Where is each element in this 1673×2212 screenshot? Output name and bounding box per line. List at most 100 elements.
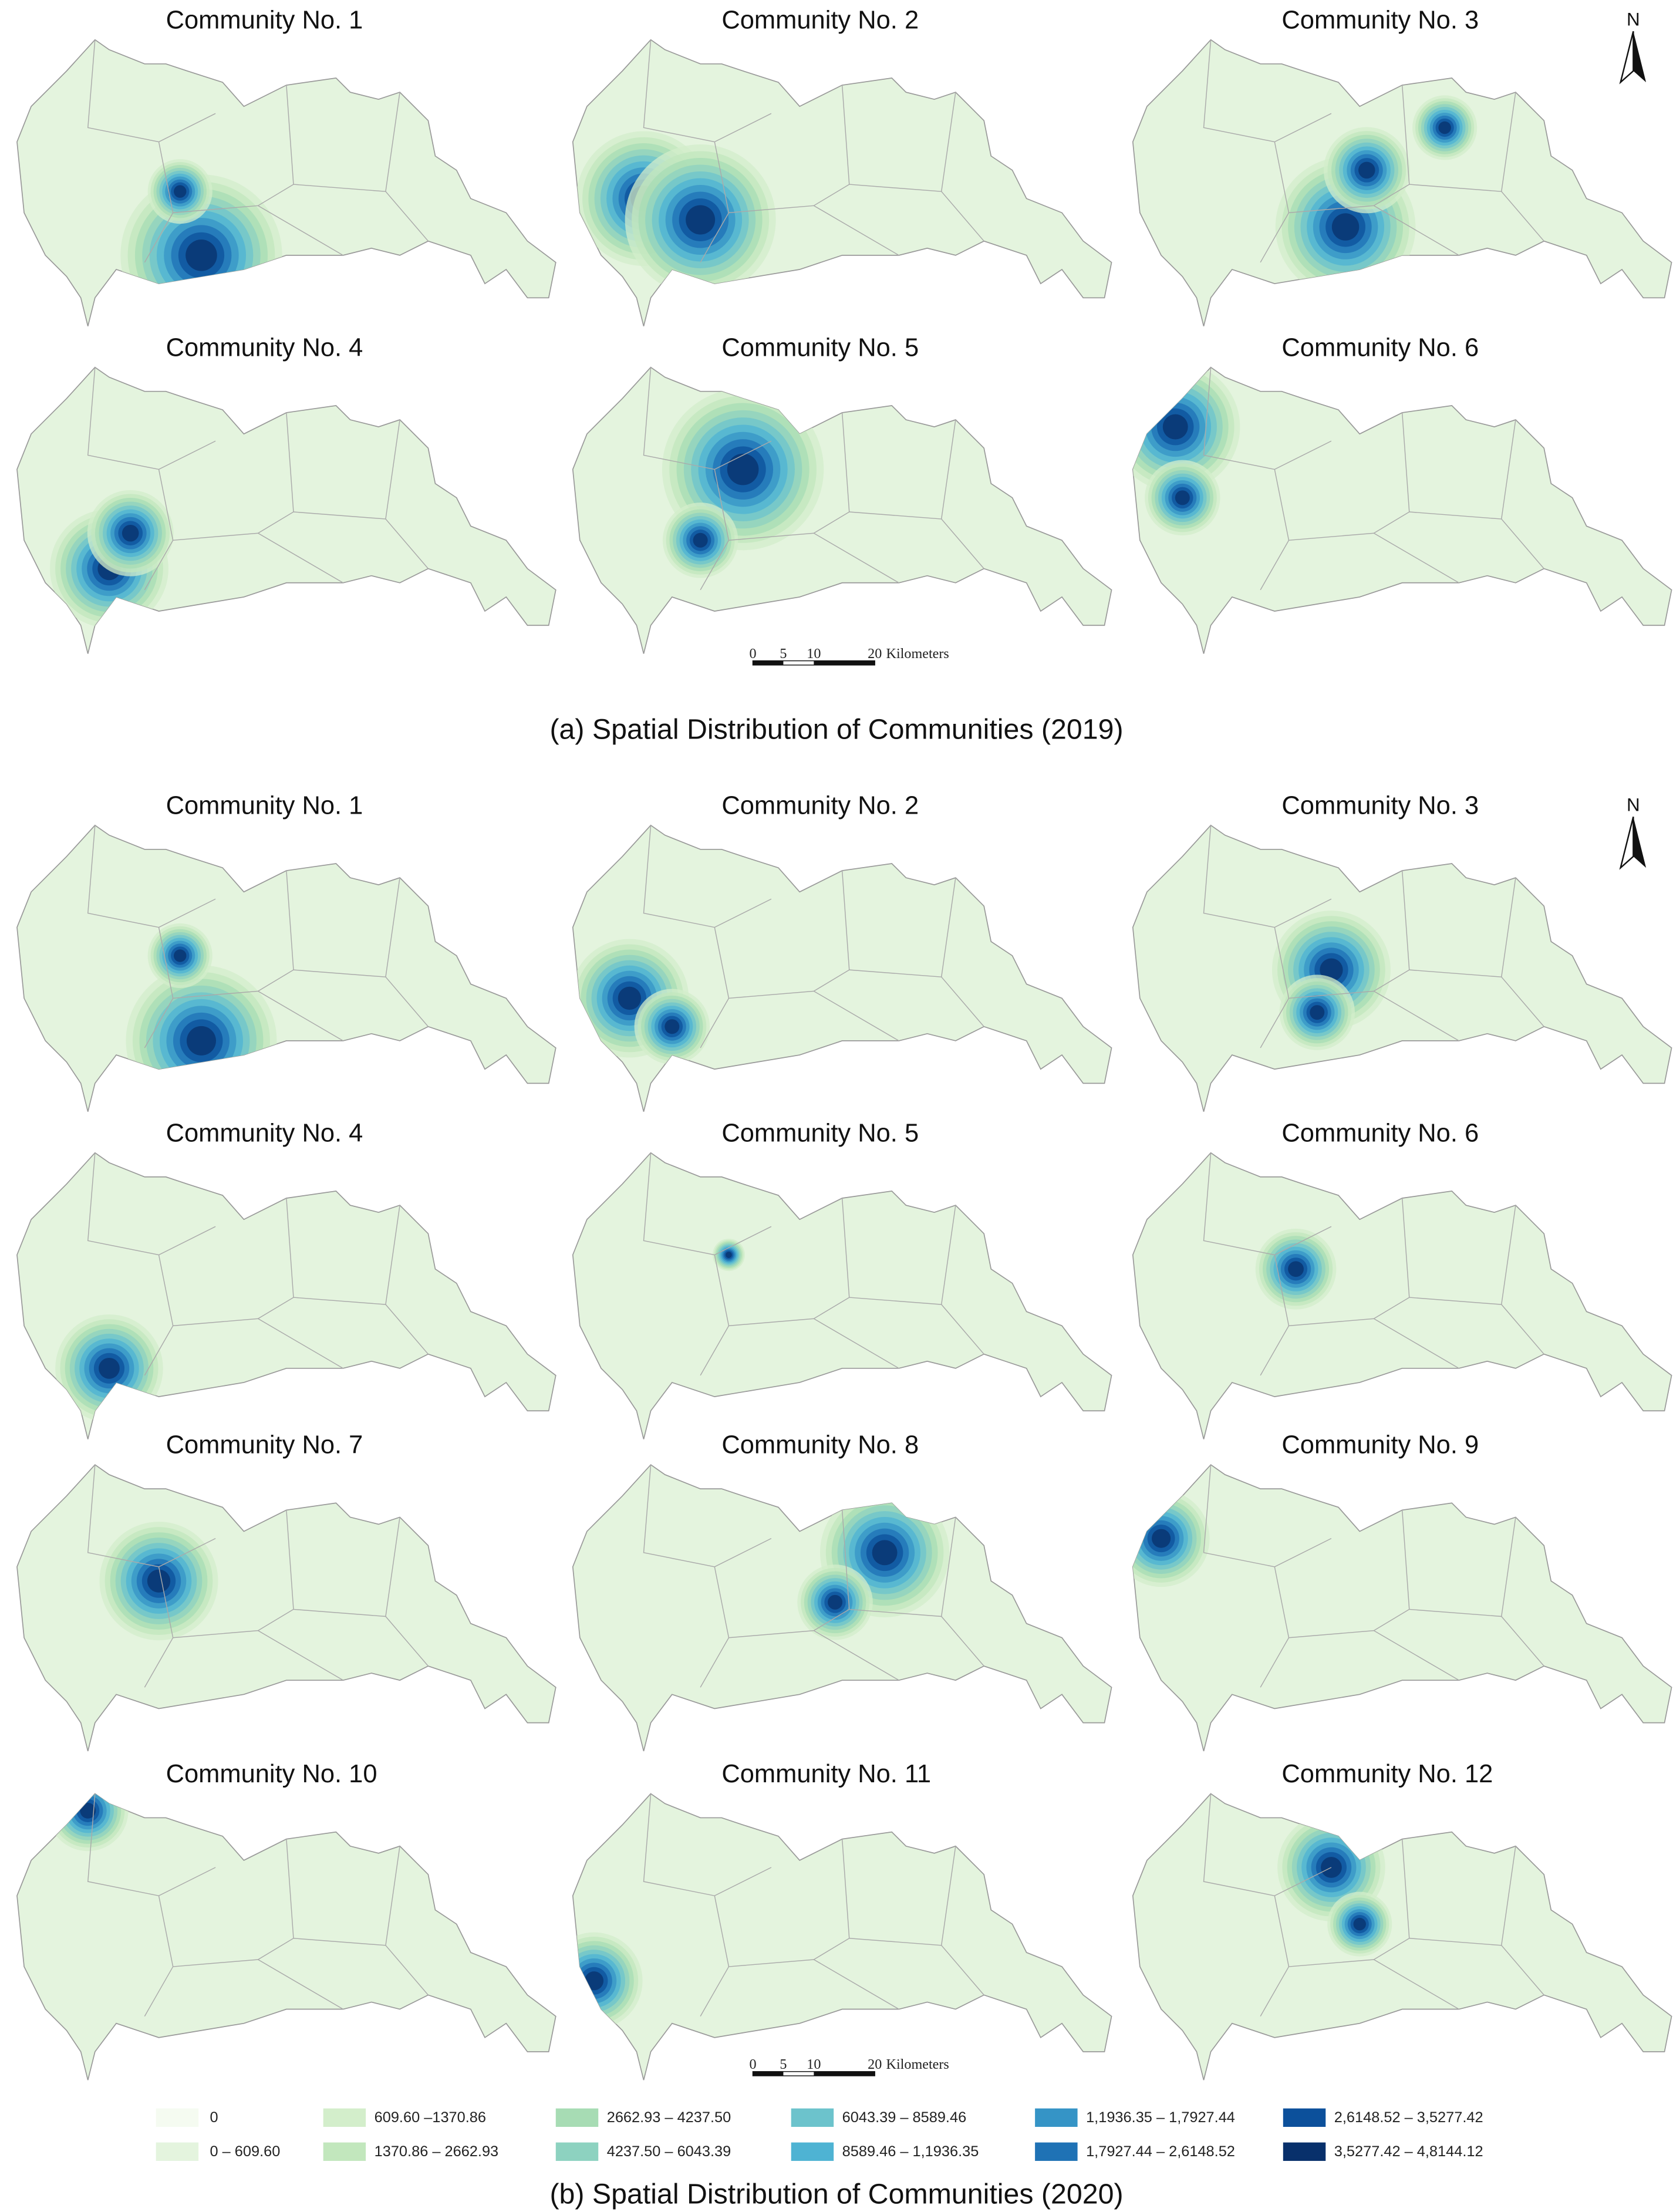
- hotspot: [1310, 1005, 1325, 1020]
- district-boundary: [1501, 419, 1516, 520]
- district-boundary: [385, 1846, 400, 1945]
- legend-swatch: [791, 2108, 834, 2127]
- legend-label: 0: [210, 2109, 218, 2126]
- region-outline: [1132, 1152, 1672, 1439]
- hotspot: [1353, 1917, 1366, 1931]
- panel-title: Community No. 4: [166, 1119, 363, 1147]
- map-panel: Community No. 12: [1132, 1760, 1672, 2081]
- hotspot: [1288, 1261, 1304, 1277]
- scale-bar: [814, 660, 875, 665]
- panel-title: Community No. 12: [1281, 1760, 1493, 1788]
- district-boundary: [87, 367, 216, 470]
- hotspot: [727, 453, 759, 485]
- district-boundary: [941, 1517, 956, 1617]
- district-boundary: [1501, 1205, 1516, 1305]
- panel-title: Community No. 2: [721, 791, 919, 820]
- scale-label: 5: [780, 2056, 787, 2072]
- district-boundary: [385, 878, 400, 977]
- north-arrow: [1633, 817, 1647, 868]
- map-panel: Community No. 10: [16, 1760, 556, 2081]
- hotspot: [618, 986, 642, 1010]
- scale-bar: [753, 660, 784, 665]
- district-boundary: [1203, 825, 1332, 928]
- region-outline: [1132, 824, 1672, 1112]
- legend-swatch: [1035, 2108, 1078, 2127]
- map-panel: Community No. 7: [16, 1431, 556, 1752]
- district-boundary: [87, 825, 216, 928]
- map-panel: Community No. 5: [572, 1119, 1112, 1439]
- district-boundary: [385, 92, 400, 192]
- panel-title: Community No. 8: [721, 1431, 919, 1459]
- region-outline: [572, 1793, 1112, 2081]
- hotspots: [55, 1314, 163, 1422]
- legend-label: 2662.93 – 4237.50: [607, 2109, 731, 2126]
- map-panel: Community No. 2: [572, 791, 1112, 1112]
- scale-unit: Kilometers: [886, 646, 949, 662]
- hotspot: [1358, 161, 1375, 179]
- legend-swatch: [323, 2142, 366, 2161]
- legend-label: 6043.39 – 8589.46: [842, 2109, 967, 2126]
- caption: (a) Spatial Distribution of Communities …: [549, 713, 1123, 745]
- hotspot: [1152, 1529, 1171, 1548]
- district-boundary: [144, 1255, 174, 1376]
- legend-label: 1370.86 – 2662.93: [375, 2143, 499, 2160]
- hotspot: [174, 949, 187, 962]
- district-boundary: [1203, 1465, 1332, 1567]
- hotspots: [47, 1793, 129, 1852]
- hotspots: [1255, 1228, 1337, 1310]
- region-outline: [572, 1152, 1112, 1439]
- region-outline: [1132, 1464, 1672, 1752]
- north-arrow: [1619, 816, 1634, 870]
- district-boundary: [1203, 1152, 1332, 1256]
- legend-swatch: [555, 2142, 599, 2161]
- district-boundary: [643, 367, 772, 470]
- hotspot: [99, 1357, 120, 1379]
- map-panel: Community No. 4: [16, 1119, 556, 1439]
- legend-swatch: [1283, 2108, 1326, 2127]
- district-boundary: [1203, 39, 1332, 143]
- scale-label: 5: [780, 646, 787, 662]
- panel-title: Community No. 1: [166, 791, 363, 820]
- panel-title: Community No. 5: [721, 1119, 919, 1147]
- district-boundary: [643, 1465, 772, 1567]
- district-boundary: [643, 39, 772, 143]
- north-label: N: [1627, 9, 1640, 30]
- map-panel: Community No. 6: [1132, 1119, 1672, 1439]
- hotspot: [693, 532, 708, 548]
- hotspot: [174, 185, 187, 198]
- hotspot: [665, 1019, 680, 1034]
- district-boundary: [385, 419, 400, 520]
- panel-title: Community No. 4: [166, 333, 363, 362]
- scale-label: 0: [749, 646, 756, 662]
- region-outline: [16, 39, 556, 326]
- legend-label: 3,5277.42 – 4,8144.12: [1334, 2143, 1483, 2160]
- district-boundary: [1501, 1846, 1516, 1945]
- panel-title: Community No. 6: [1281, 333, 1479, 362]
- district-boundary: [87, 1465, 216, 1567]
- district-boundary: [87, 1793, 216, 1897]
- hotspots: [712, 1239, 745, 1272]
- hotspot: [122, 524, 139, 542]
- legend-label: 609.60 –1370.86: [375, 2109, 486, 2126]
- region-outline: [16, 1793, 556, 2081]
- hotspot: [726, 1252, 732, 1258]
- hotspots: [572, 939, 710, 1064]
- map-panel: Community No. 4: [16, 333, 556, 654]
- district-boundary: [1203, 367, 1332, 470]
- panel-title: Community No. 6: [1281, 1119, 1479, 1147]
- region-outline: [16, 824, 556, 1112]
- map-panel: Community No. 3: [1132, 6, 1672, 326]
- panel-title: Community No. 1: [166, 6, 363, 34]
- region-outline: [1132, 1793, 1672, 2081]
- legend-swatch: [1283, 2142, 1326, 2161]
- map-panel: Community No. 8: [572, 1431, 1112, 1752]
- panel-title: Community No. 10: [166, 1760, 377, 1788]
- legend-swatch: [156, 2142, 199, 2161]
- hotspot: [80, 1802, 96, 1819]
- legend-swatch: [555, 2108, 599, 2127]
- hotspots: [797, 1488, 950, 1640]
- scale-label: 10: [807, 2056, 821, 2072]
- region-outline: [16, 1464, 556, 1752]
- panel-title: Community No. 3: [1281, 791, 1479, 820]
